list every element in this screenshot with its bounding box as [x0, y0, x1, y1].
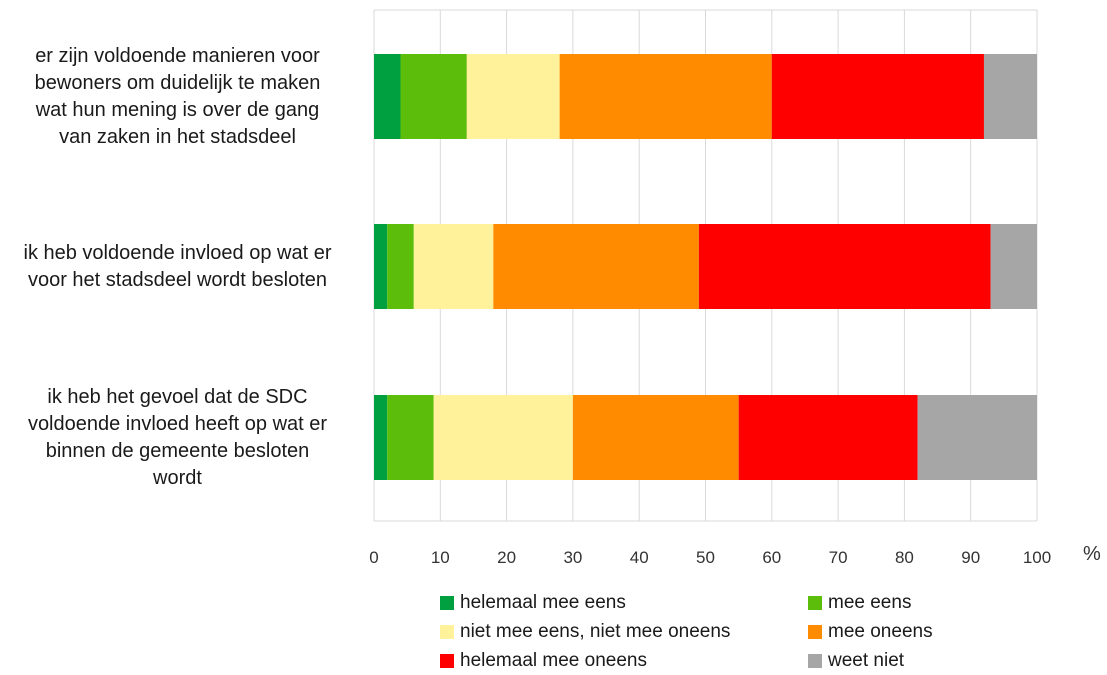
- bar-segment-2-weet-niet: [990, 224, 1037, 309]
- x-tick-label: 60: [762, 548, 781, 567]
- bars: [374, 54, 1037, 480]
- legend-swatch: [808, 625, 822, 639]
- legend-item: mee eens: [808, 590, 960, 616]
- legend-label: niet mee eens, niet mee oneens: [460, 621, 731, 642]
- legend-item: niet mee eens, niet mee oneens: [440, 619, 808, 645]
- legend-label: weet niet: [828, 650, 905, 671]
- legend-label: mee oneens: [828, 621, 933, 642]
- legend-swatch: [808, 596, 822, 610]
- bar-segment-2-niet-mee-eens-niet-mee-oneens: [413, 224, 494, 309]
- bar-segment-1-weet-niet: [983, 54, 1037, 139]
- legend-label: helemaal mee eens: [460, 592, 626, 613]
- legend-label: helemaal mee oneens: [460, 650, 647, 671]
- legend-item: weet niet: [808, 648, 960, 674]
- bar-segment-2-mee-eens: [387, 224, 414, 309]
- category-label-line: wordt: [153, 466, 202, 489]
- category-label-1: er zijn voldoende manieren voor bewoners …: [0, 43, 355, 151]
- category-label-line: voldoende invloed heeft op wat er: [27, 412, 328, 435]
- legend: helemaal mee eens mee eens niet mee eens, …: [440, 590, 960, 674]
- legend-swatch: [440, 654, 454, 668]
- legend-label: mee eens: [828, 592, 912, 613]
- category-label-line: ik heb het gevoel dat de SDC: [47, 385, 308, 408]
- category-label-2: ik heb voldoende invloed op wat er voor h…: [0, 240, 355, 294]
- legend-swatch: [808, 654, 822, 668]
- x-tick-label: 50: [696, 548, 715, 567]
- bar-segment-3-mee-oneens: [572, 395, 739, 480]
- bar-segment-1-mee-oneens: [559, 54, 772, 139]
- category-label-line: wat hun mening is over de gang: [35, 98, 320, 121]
- bar-segment-1-helemaal-mee-eens: [374, 54, 401, 139]
- legend-swatch: [440, 625, 454, 639]
- x-tick-label: 40: [630, 548, 649, 567]
- x-tick-label: 20: [497, 548, 516, 567]
- x-axis: 0 10 20 30 40 50 60 70 80 90 100: [369, 548, 1051, 567]
- bar-segment-1-niet-mee-eens-niet-mee-oneens: [466, 54, 560, 139]
- category-label-line: er zijn voldoende manieren voor: [35, 44, 320, 67]
- x-tick-label: 80: [895, 548, 914, 567]
- bar-segment-1-helemaal-mee-oneens: [771, 54, 984, 139]
- bar-segment-1-mee-eens: [400, 54, 467, 139]
- category-label-line: binnen de gemeente besloten: [45, 439, 310, 462]
- bar-segment-3-helemaal-mee-eens: [374, 395, 388, 480]
- bar-segment-3-mee-eens: [387, 395, 434, 480]
- x-tick-label: 90: [961, 548, 980, 567]
- category-label-3: ik heb het gevoel dat de SDC voldoende in…: [0, 384, 355, 492]
- x-tick-label: 10: [431, 548, 450, 567]
- bar-segment-3-niet-mee-eens-niet-mee-oneens: [433, 395, 573, 480]
- x-tick-label: 70: [829, 548, 848, 567]
- category-label-line: bewoners om duidelijk te maken: [34, 71, 321, 94]
- category-label-line: van zaken in het stadsdeel: [59, 125, 296, 148]
- bar-segment-2-helemaal-mee-oneens: [698, 224, 991, 309]
- bar-segment-2-helemaal-mee-eens: [374, 224, 388, 309]
- bar-segment-2-mee-oneens: [493, 224, 699, 309]
- legend-item: helemaal mee eens: [440, 590, 808, 616]
- legend-item: helemaal mee oneens: [440, 648, 808, 674]
- x-tick-label: 100: [1023, 548, 1051, 567]
- bar-segment-3-weet-niet: [917, 395, 1037, 480]
- x-axis-unit-label: %: [1083, 543, 1101, 565]
- bar-segment-3-helemaal-mee-oneens: [738, 395, 918, 480]
- category-label-line: voor het stadsdeel wordt besloten: [27, 268, 328, 291]
- x-tick-label: 0: [369, 548, 378, 567]
- x-tick-label: 30: [563, 548, 582, 567]
- legend-item: mee oneens: [808, 619, 960, 645]
- legend-swatch: [440, 596, 454, 610]
- category-label-line: ik heb voldoende invloed op wat er: [23, 241, 332, 264]
